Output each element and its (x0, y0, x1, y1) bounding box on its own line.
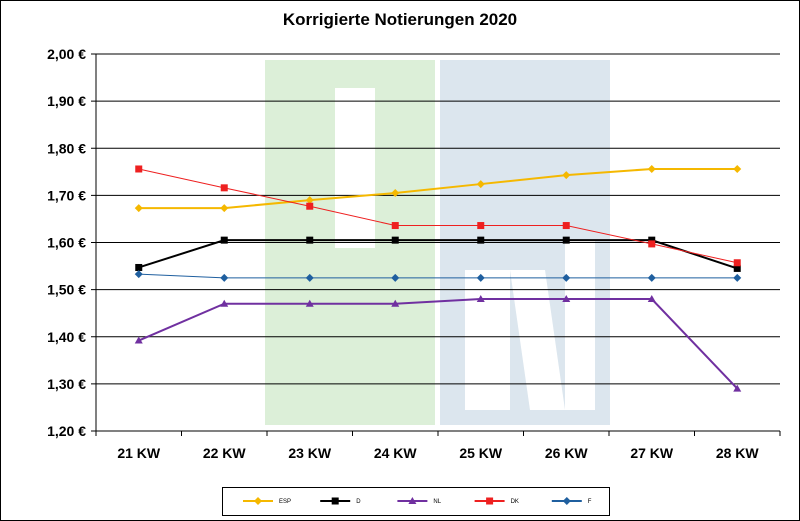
series-nl (134, 295, 742, 392)
data-point-nl (134, 336, 143, 344)
series-esp (134, 164, 742, 213)
data-point-d (733, 264, 741, 272)
y-tick-label: 1,40 € (47, 329, 86, 345)
data-point-f (391, 273, 400, 282)
data-point-dk (733, 259, 741, 267)
x-tick-label: 28 KW (716, 445, 760, 461)
legend-marker-nl (408, 497, 417, 504)
y-tick-label: 1,50 € (47, 282, 86, 298)
legend-label-f: F (588, 499, 592, 505)
data-point-nl (220, 299, 229, 307)
y-tick-label: 1,30 € (47, 376, 86, 392)
series-line-esp (138, 167, 738, 210)
x-tick-label: 21 KW (117, 445, 161, 461)
data-point-f (305, 273, 314, 282)
y-tick-label: 1,20 € (47, 423, 86, 439)
data-point-dk (562, 222, 570, 230)
data-point-d (135, 263, 143, 271)
chart-title: Korrigierte Notierungen 2020 (282, 10, 518, 29)
legend-label-esp: ESP (279, 499, 291, 505)
data-point-nl (733, 384, 742, 392)
y-axis: 1,20 € 1,30 € 1,40 € 1,50 € 1,60 € 1,70 € 1,80… (47, 46, 97, 439)
legend-marker-dk (486, 497, 494, 505)
gridlines (96, 53, 780, 432)
data-point-esp (134, 204, 143, 213)
data-point-nl (647, 295, 656, 303)
data-point-f (733, 273, 742, 282)
series-line-nl (138, 298, 738, 390)
data-point-esp (476, 180, 485, 189)
data-point-dk (648, 240, 656, 248)
legend-item-nl: NL (397, 497, 442, 505)
legend-item-dk: DK (474, 497, 519, 505)
x-tick-label: 26 KW (545, 445, 589, 461)
y-tick-label: 1,90 € (47, 93, 86, 109)
x-tick-label: 24 KW (374, 445, 418, 461)
legend-item-esp: ESP (243, 497, 291, 505)
data-point-nl (562, 295, 571, 303)
data-point-nl (305, 299, 314, 307)
data-point-d (391, 236, 399, 244)
data-point-f (220, 273, 229, 282)
data-point-dk (135, 165, 143, 173)
series-dk (135, 165, 741, 267)
legend-item-d: D (320, 497, 361, 505)
data-point-f (647, 273, 656, 282)
legend-marker-esp (254, 497, 262, 505)
data-point-f (562, 273, 571, 282)
legend-label-nl: NL (433, 499, 441, 505)
data-point-d (562, 236, 570, 244)
data-point-nl (391, 299, 400, 307)
series-f (134, 270, 742, 282)
data-point-esp (305, 196, 314, 205)
y-tick-label: 1,60 € (47, 235, 86, 251)
data-point-dk (220, 184, 228, 192)
data-point-dk (306, 202, 314, 210)
series-line-d (138, 239, 738, 270)
legend-item-f: F (551, 497, 592, 505)
data-point-dk (391, 222, 399, 230)
legend-label-d: D (356, 499, 361, 505)
data-point-esp (391, 189, 400, 198)
legend: ESP D NL DK F (222, 487, 610, 516)
data-point-d (477, 236, 485, 244)
data-point-esp (733, 164, 742, 173)
data-point-nl (476, 295, 485, 303)
data-point-dk (477, 222, 485, 230)
data-point-d (648, 236, 656, 244)
series-group (134, 164, 742, 392)
data-point-d (220, 236, 228, 244)
legend-label-dk: DK (511, 499, 519, 505)
data-point-f (476, 273, 485, 282)
y-tick-label: 1,80 € (47, 140, 86, 156)
legend-svg: ESP D NL DK F (243, 497, 592, 505)
y-tick-label: 2,00 € (47, 46, 86, 62)
series-d (135, 236, 741, 272)
series-line-f (138, 273, 738, 279)
data-point-esp (562, 171, 571, 180)
legend-marker-d (331, 497, 339, 505)
x-tick-label: 27 KW (630, 445, 674, 461)
legend-marker-f (562, 497, 571, 505)
data-point-d (306, 236, 314, 244)
x-axis: 21 KW 22 KW 23 KW 24 KW 25 KW 26 KW 27 KW 28 KW (95, 430, 781, 461)
data-point-f (134, 270, 143, 279)
y-tick-label: 1,70 € (47, 187, 86, 203)
x-tick-label: 25 KW (459, 445, 503, 461)
data-point-esp (220, 204, 229, 213)
x-tick-label: 23 KW (288, 445, 332, 461)
x-tick-label: 22 KW (203, 445, 247, 461)
series-line-dk (138, 168, 738, 264)
data-point-esp (647, 164, 656, 173)
